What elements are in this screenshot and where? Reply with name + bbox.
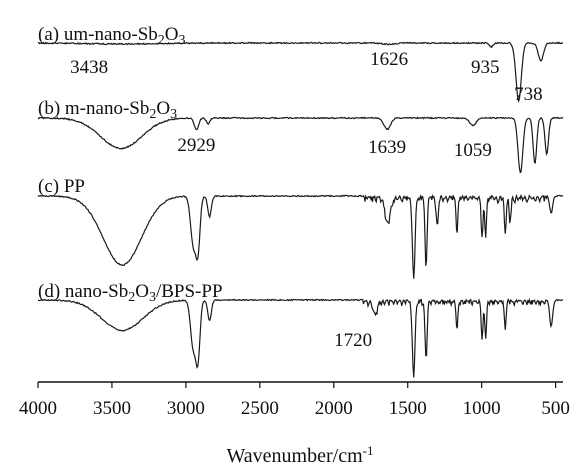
series-label-part: O — [156, 98, 170, 119]
series-label-part: (d) nano-Sb — [38, 281, 128, 302]
series-label-part: (c) PP — [38, 176, 85, 197]
spectrum-line-3 — [37, 193, 564, 279]
series-label-4: (d) nano-Sb2O3/BPS-PP — [38, 281, 223, 305]
x-tick-label-1500: 1500 — [389, 398, 427, 419]
series-label-part: (b) m-nano-Sb — [38, 98, 149, 119]
peak-label-738: 738 — [514, 84, 543, 105]
series-label-part: 3 — [149, 290, 156, 305]
x-axis-title-superscript: -1 — [363, 443, 374, 458]
series-label-1: (a) um-nano-Sb2O3 — [38, 24, 186, 48]
series-label-2: (b) m-nano-Sb2O3 — [38, 98, 177, 122]
series-label-part: O — [135, 281, 149, 302]
series-label-part: (a) um-nano-Sb — [38, 24, 158, 45]
peak-label-3438: 3438 — [70, 57, 108, 78]
x-axis: 4000 3500 3000 2500 2000 1500 1000 500 — [19, 381, 570, 419]
peak-label-1626: 1626 — [370, 49, 408, 70]
peak-label-1059: 1059 — [454, 140, 492, 161]
peak-label-1720: 1720 — [334, 330, 372, 351]
x-tick-label-4000: 4000 — [19, 398, 57, 419]
spectrum-line-4 — [37, 297, 564, 378]
x-tick-label-2000: 2000 — [315, 398, 353, 419]
series-label-part: 2 — [158, 33, 165, 48]
x-tick-label-500: 500 — [541, 398, 570, 419]
peak-label-935: 935 — [471, 57, 500, 78]
spectrum-line-2 — [37, 116, 564, 174]
series-label-part: 3 — [179, 33, 186, 48]
x-tick-label-2500: 2500 — [241, 398, 279, 419]
x-tick-label-3000: 3000 — [167, 398, 205, 419]
series-label-part: 2 — [149, 107, 156, 122]
series-label-part: 3 — [170, 107, 177, 122]
spectrum-line-1 — [37, 41, 564, 103]
series-label-part: /BPS-PP — [156, 281, 223, 302]
series-label-part: O — [165, 24, 179, 45]
series-label-part: 2 — [128, 290, 135, 305]
peak-label-1639: 1639 — [368, 137, 406, 158]
x-axis-title: Wavenumber/cm-1 — [227, 443, 374, 467]
series-label-3: (c) PP — [38, 176, 85, 197]
x-axis-title-text: Wavenumber/cm — [227, 445, 364, 467]
x-tick-label-1000: 1000 — [463, 398, 501, 419]
peak-label-2929: 2929 — [177, 135, 215, 156]
x-tick-label-3500: 3500 — [93, 398, 131, 419]
series-layer — [37, 41, 564, 378]
